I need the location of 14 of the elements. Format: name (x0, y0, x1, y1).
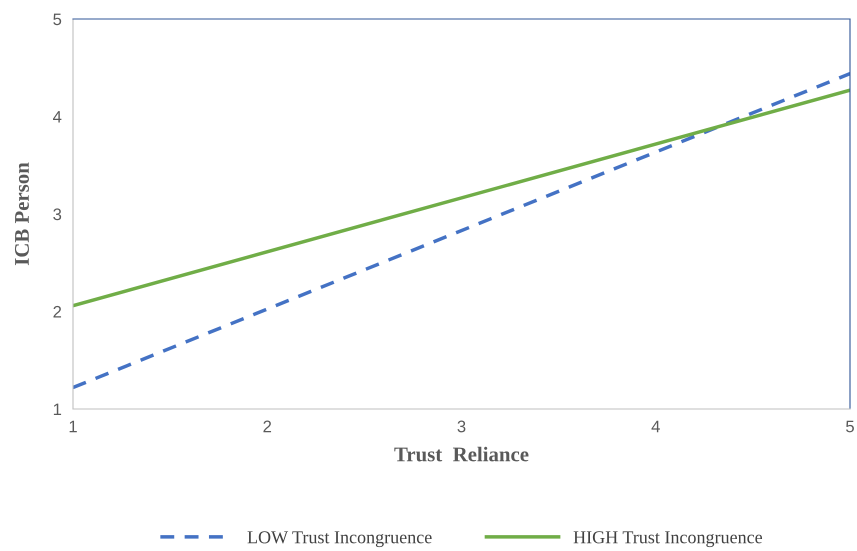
y-axis-title: ICB Person (14, 162, 29, 266)
legend-label: LOW Trust Incongruence (248, 531, 432, 548)
x-tick-label: 5 (846, 420, 854, 432)
x-tick-label: 4 (652, 420, 660, 432)
y-tick-label: 1 (54, 404, 62, 416)
x-tick-label: 1 (70, 420, 77, 432)
y-tick-label: 2 (53, 306, 62, 318)
x-tick-label: 3 (458, 420, 466, 432)
x-axis-title: Trust Reliance (394, 446, 528, 462)
y-tick-label: 4 (53, 111, 62, 123)
x-tick-label: 2 (263, 420, 272, 432)
y-tick-label: 5 (53, 14, 62, 26)
legend-label: HIGH Trust Incongruence (574, 531, 762, 548)
y-tick-label: 3 (53, 208, 62, 220)
